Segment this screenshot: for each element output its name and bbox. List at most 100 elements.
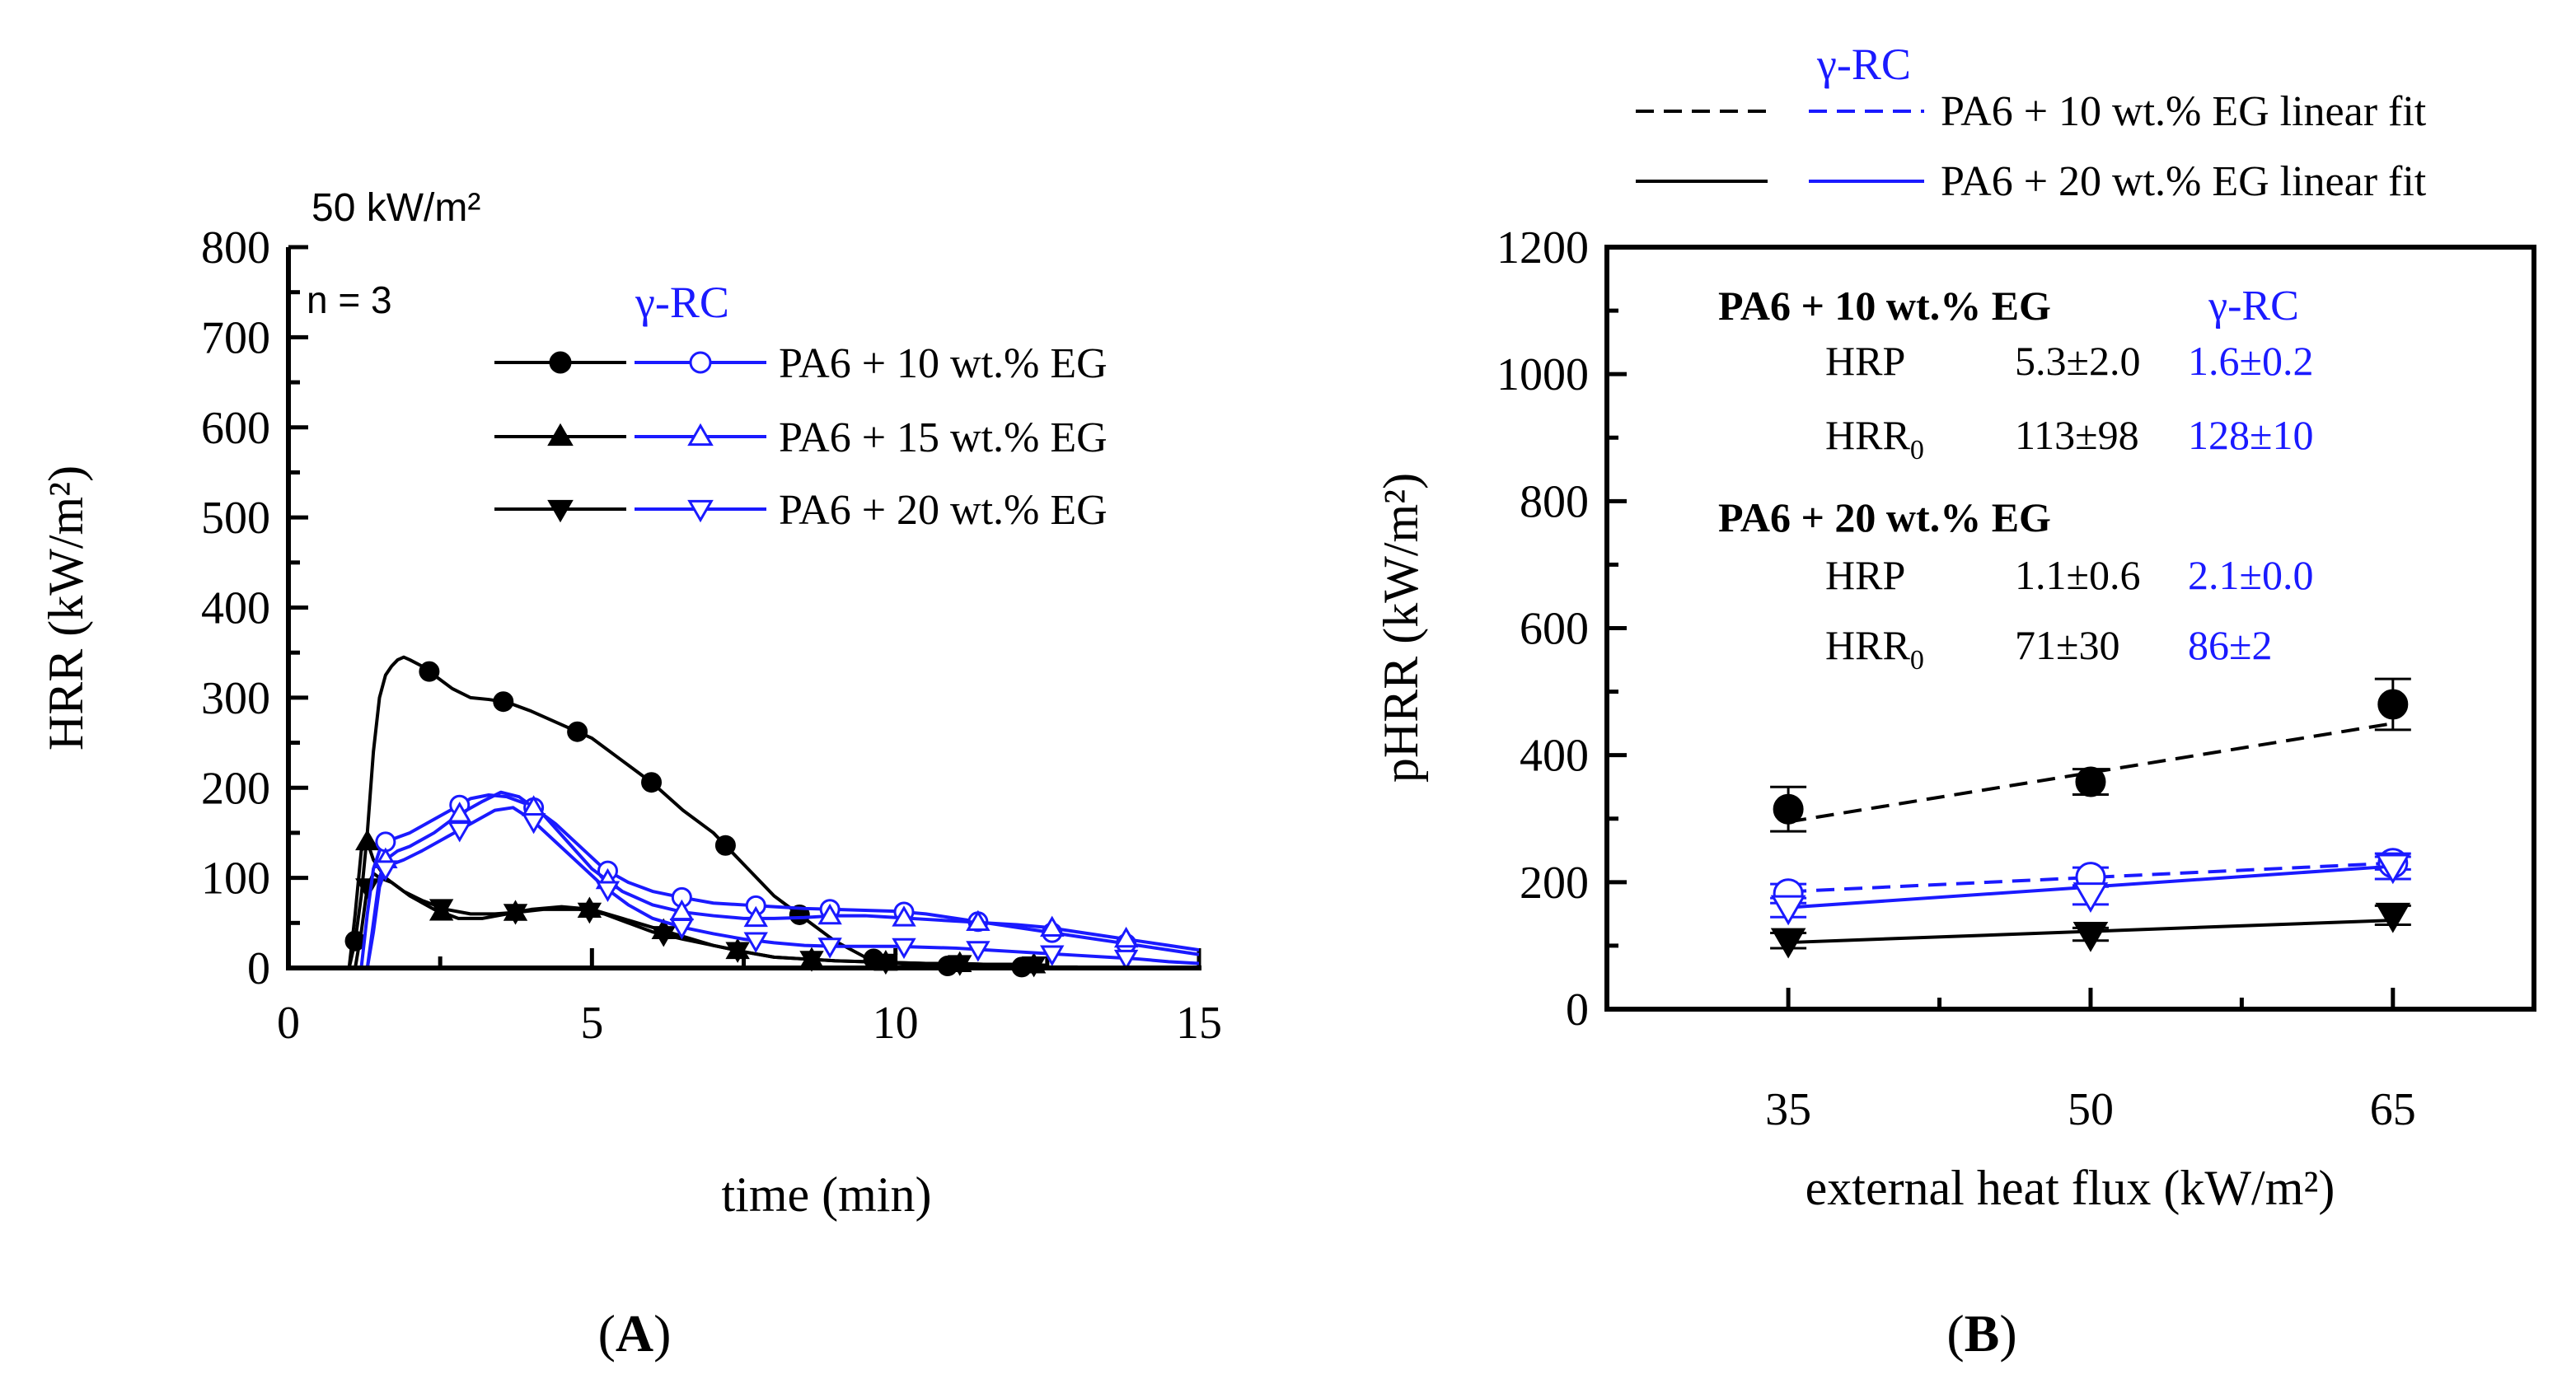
table-10-row2-pa6: 113±98	[2015, 412, 2139, 458]
series-rc-5	[288, 806, 1200, 971]
data-point	[948, 955, 972, 976]
data-point	[1773, 793, 1804, 825]
panel-b-series	[1770, 677, 2411, 959]
data-point	[355, 829, 380, 851]
y-tick-label: 700	[201, 312, 270, 363]
table-10-row1-pa6: 5.3±2.0	[2015, 338, 2140, 384]
legend-a-label: PA6 + 20 wt.% EG	[779, 487, 1108, 534]
y-tick-label: 400	[201, 583, 270, 634]
y-tick-label: 300	[201, 673, 270, 724]
data-point	[799, 951, 824, 972]
panel-a-x-ticks: 0 5 10 15	[277, 948, 1222, 1049]
data-point	[577, 902, 602, 924]
series-line	[288, 806, 1200, 970]
data-point	[966, 909, 991, 931]
table-10-row2-rc: 128±10	[2188, 412, 2313, 458]
data-point	[817, 903, 842, 925]
panel-a-chart: 50 kW/m² n = 3 0100200300400500600700800…	[39, 186, 1222, 1363]
y-tick-label: 500	[201, 493, 270, 544]
data-point	[2073, 882, 2109, 913]
data-point	[743, 932, 768, 953]
panel-a-y-label: HRR (kW/m²)	[39, 465, 93, 750]
panel-a-n-label: n = 3	[307, 278, 392, 321]
data-point	[567, 721, 588, 742]
data-point	[873, 953, 898, 975]
panel-a-label: (A)	[598, 1304, 672, 1363]
legend-a-label: PA6 + 10 wt.% EG	[779, 340, 1108, 387]
series-line	[288, 790, 1200, 970]
data-point	[669, 919, 695, 940]
data-point	[1113, 926, 1139, 948]
panel-b-x-ticks: 35 50 65	[1765, 988, 2416, 1135]
data-point	[2075, 766, 2106, 797]
x-tick-label: 0	[277, 998, 300, 1049]
panel-a-letter: A	[616, 1304, 653, 1363]
data-point	[429, 899, 454, 920]
panel-a-x-label: time (min)	[722, 1167, 932, 1222]
panel-b-x-label: external heat flux (kW/m²)	[1806, 1161, 2335, 1215]
data-point	[1770, 928, 1806, 959]
series-rc-4	[288, 790, 1200, 970]
x-tick-label: 5	[580, 998, 603, 1049]
data-point	[892, 905, 916, 927]
panel-b-letter: B	[1965, 1304, 2000, 1363]
table-20-row2-label-sub: 0	[1910, 645, 1924, 676]
panel-a-title: 50 kW/m²	[311, 186, 480, 230]
panel-a-series	[288, 655, 1200, 978]
data-point	[447, 802, 472, 823]
table-10-row2-label: HRR0	[1825, 412, 1924, 465]
legend-a-pa6-marker	[547, 423, 574, 447]
data-point	[743, 905, 768, 928]
series-pa6-1	[1770, 902, 2411, 959]
x-tick-label: 35	[1765, 1084, 1811, 1135]
panel-b-frame	[1604, 245, 2536, 1012]
panel-b-y-label: pHRR (kW/m²)	[1374, 473, 1428, 783]
panel-b-legend: γ-RC PA6 + 10 wt.% EG linear fit PA6 + 2…	[1636, 40, 2427, 205]
fit-line	[1788, 861, 2393, 894]
table-rc-column-label: γ-RC	[2208, 283, 2299, 330]
panel-b-legend-rc-label: γ-RC	[1816, 40, 1911, 89]
table-heading-10: PA6 + 10 wt.% EG	[1718, 283, 2051, 329]
y-tick-label: 200	[201, 763, 270, 814]
data-point	[966, 941, 991, 962]
table-10-row1-rc: 1.6±0.2	[2188, 338, 2313, 384]
legend-a-pa6-marker	[549, 351, 572, 374]
series-pa6-1	[288, 829, 1047, 974]
table-20-row2-label-main: HRR	[1825, 622, 1910, 668]
data-point	[2073, 921, 2109, 952]
data-point	[714, 835, 736, 856]
legend-a-rc-marker	[687, 499, 714, 523]
data-point	[503, 904, 528, 925]
table-10-row2-label-sub: 0	[1910, 435, 1924, 465]
data-point	[2377, 689, 2409, 720]
y-tick-label: 100	[201, 853, 270, 905]
fit-line	[1787, 722, 2394, 824]
data-point	[493, 691, 514, 713]
table-20-row1-label: HRP	[1825, 552, 1905, 598]
table-20-row2-label: HRR0	[1825, 622, 1924, 676]
legend-a-pa6-marker	[547, 499, 574, 523]
panel-b-chart: γ-RC PA6 + 10 wt.% EG linear fit PA6 + 2…	[1374, 40, 2536, 1363]
data-point	[1040, 945, 1065, 966]
x-tick-label: 65	[2370, 1084, 2416, 1135]
data-point	[373, 860, 398, 881]
data-point	[651, 926, 676, 947]
data-point	[521, 812, 546, 835]
table-20-row2-pa6: 71±30	[2015, 622, 2119, 668]
y-tick-label: 400	[1520, 731, 1589, 782]
data-point	[595, 881, 621, 902]
series-line	[288, 793, 1200, 970]
data-point	[892, 937, 916, 960]
table-20-row1-rc: 2.1±0.0	[2188, 552, 2313, 598]
data-point	[2375, 902, 2411, 933]
data-point	[447, 821, 472, 843]
data-point	[641, 772, 663, 793]
panel-b-parameter-table: PA6 + 10 wt.% EG γ-RC HRP 5.3±2.0 1.6±0.…	[1718, 283, 2313, 676]
table-20-row2-rc: 86±2	[2188, 622, 2272, 668]
panel-a-legend: γ-RC PA6 + 10 wt.% EG PA6 + 15 wt.% EG PA6…	[494, 278, 1108, 534]
series-pa6-0	[1770, 677, 2411, 833]
data-point	[419, 661, 440, 682]
table-10-row1-label: HRP	[1825, 338, 1905, 384]
y-tick-label: 0	[1566, 984, 1589, 1036]
